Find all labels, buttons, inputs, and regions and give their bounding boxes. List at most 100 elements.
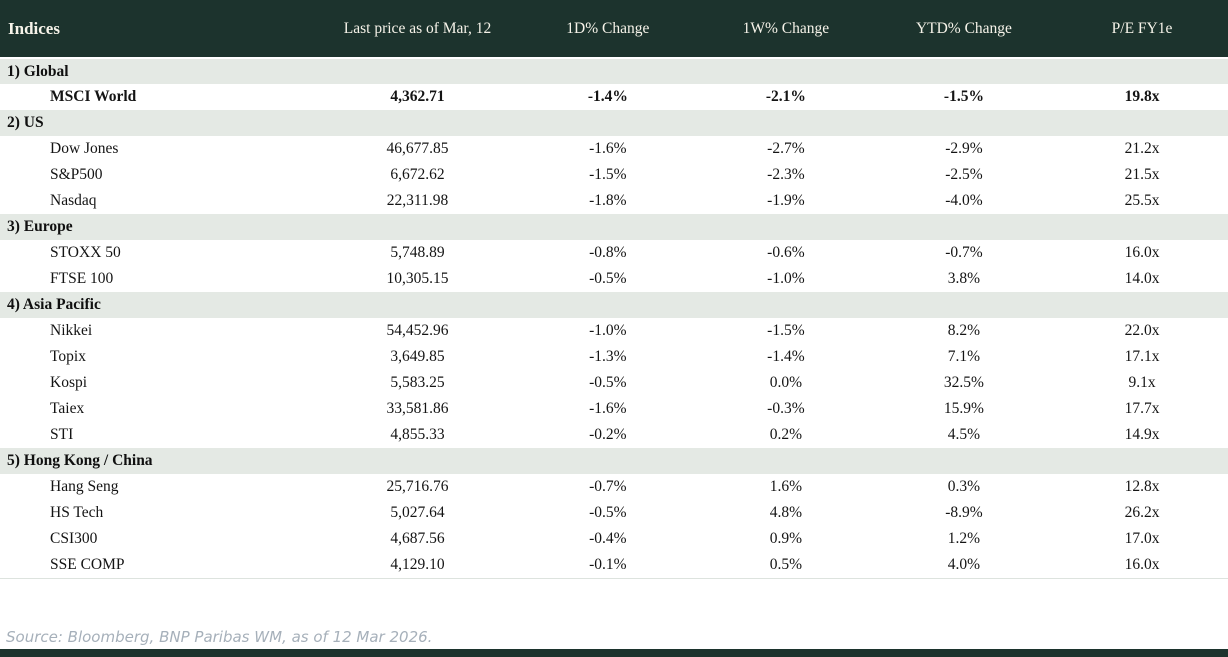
index-name-cell: Nasdaq bbox=[50, 192, 97, 209]
index-name-cell: STI bbox=[50, 426, 74, 443]
bottom-bar bbox=[0, 649, 1228, 657]
pe-cell: 9.1x bbox=[1128, 374, 1156, 391]
last-price-cell: 5,027.64 bbox=[390, 504, 445, 521]
last-price-cell: 22,311.98 bbox=[386, 192, 449, 209]
index-row: Nasdaq 22,311.98 -1.8% -1.9% -4.0% 25.5x bbox=[0, 188, 1228, 214]
1d-change-cell: -0.2% bbox=[589, 426, 627, 443]
col-header-pe-fy1e: P/E FY1e bbox=[1056, 0, 1228, 59]
ytd-change-cell: 4.5% bbox=[947, 426, 981, 443]
index-row: Dow Jones 46,677.85 -1.6% -2.7% -2.9% 21.2x bbox=[0, 136, 1228, 162]
last-price-cell: 46,677.85 bbox=[386, 140, 449, 157]
index-row: STOXX 50 5,748.89 -0.8% -0.6% -0.7% 16.0x bbox=[0, 240, 1228, 266]
1w-change-cell: 4.8% bbox=[769, 504, 803, 521]
1w-change-cell: -1.5% bbox=[767, 322, 805, 339]
section-row: 2) US bbox=[0, 110, 1228, 136]
index-row: MSCI World 4,362.71 -1.4% -2.1% -1.5% 19.8x bbox=[0, 84, 1228, 110]
1d-change-cell: -0.7% bbox=[589, 478, 627, 495]
last-price-cell: 54,452.96 bbox=[386, 322, 449, 339]
1d-change-cell: -0.5% bbox=[589, 374, 627, 391]
index-name-cell: Dow Jones bbox=[50, 140, 119, 157]
1d-change-cell: -1.8% bbox=[589, 192, 627, 209]
last-price-cell: 10,305.15 bbox=[386, 270, 449, 287]
table-header: Indices Last price as of Mar, 12 1D% Cha… bbox=[0, 0, 1228, 59]
last-price-cell: 25,716.76 bbox=[386, 478, 449, 495]
index-row: Taiex 33,581.86 -1.6% -0.3% 15.9% 17.7x bbox=[0, 396, 1228, 422]
index-row: Topix 3,649.85 -1.3% -1.4% 7.1% 17.1x bbox=[0, 344, 1228, 370]
index-name-cell: S&P500 bbox=[50, 166, 103, 183]
index-name-cell: Nikkei bbox=[50, 322, 93, 339]
1d-change-cell: -1.0% bbox=[589, 322, 627, 339]
index-name-cell: Taiex bbox=[50, 400, 85, 417]
indices-table: Indices Last price as of Mar, 12 1D% Cha… bbox=[0, 0, 1228, 579]
1d-change-cell: -1.4% bbox=[587, 88, 628, 105]
source-note: Source: Bloomberg, BNP Paribas WM, as of… bbox=[6, 628, 433, 646]
last-price-cell: 5,583.25 bbox=[390, 374, 445, 391]
section-row: 4) Asia Pacific bbox=[0, 292, 1228, 318]
section-row: 1) Global bbox=[0, 58, 1228, 84]
index-row: Nikkei 54,452.96 -1.0% -1.5% 8.2% 22.0x bbox=[0, 318, 1228, 344]
1d-change-cell: -1.6% bbox=[589, 140, 627, 157]
section-label: 1) Global bbox=[7, 62, 69, 80]
index-name-cell: FTSE 100 bbox=[50, 270, 114, 287]
index-name-cell: MSCI World bbox=[50, 88, 137, 105]
index-row: FTSE 100 10,305.15 -0.5% -1.0% 3.8% 14.0x bbox=[0, 266, 1228, 292]
last-price-cell: 4,362.71 bbox=[390, 88, 445, 105]
section-row: 3) Europe bbox=[0, 214, 1228, 240]
ytd-change-cell: 8.2% bbox=[947, 322, 981, 339]
last-price-cell: 5,748.89 bbox=[390, 244, 445, 261]
col-header-indices: Indices bbox=[0, 0, 320, 59]
pe-cell: 17.1x bbox=[1124, 348, 1160, 365]
col-header-1w-change: 1W% Change bbox=[699, 0, 872, 59]
1w-change-cell: 0.0% bbox=[769, 374, 803, 391]
pe-cell: 12.8x bbox=[1124, 478, 1160, 495]
1d-change-cell: -1.3% bbox=[589, 348, 627, 365]
index-row: S&P500 6,672.62 -1.5% -2.3% -2.5% 21.5x bbox=[0, 162, 1228, 188]
section-label: 2) US bbox=[7, 114, 44, 131]
pe-cell: 16.0x bbox=[1124, 555, 1160, 573]
1w-change-cell: 0.9% bbox=[769, 530, 803, 547]
index-row: HS Tech 5,027.64 -0.5% 4.8% -8.9% 26.2x bbox=[0, 500, 1228, 526]
pe-cell: 21.2x bbox=[1124, 140, 1160, 157]
1d-change-cell: -0.5% bbox=[589, 504, 627, 521]
index-name-cell: CSI300 bbox=[50, 530, 98, 547]
col-header-last-price: Last price as of Mar, 12 bbox=[319, 0, 516, 59]
index-row: Kospi 5,583.25 -0.5% 0.0% 32.5% 9.1x bbox=[0, 370, 1228, 396]
1w-change-cell: 1.6% bbox=[769, 478, 803, 495]
1w-change-cell: -2.3% bbox=[767, 166, 805, 183]
ytd-change-cell: 0.3% bbox=[947, 478, 981, 495]
1w-change-cell: -0.6% bbox=[767, 244, 805, 261]
ytd-change-cell: 32.5% bbox=[943, 374, 984, 391]
index-row: Hang Seng 25,716.76 -0.7% 1.6% 0.3% 12.8x bbox=[0, 474, 1228, 500]
1d-change-cell: -0.4% bbox=[589, 530, 627, 547]
ytd-change-cell: 4.0% bbox=[947, 555, 981, 573]
index-row: STI 4,855.33 -0.2% 0.2% 4.5% 14.9x bbox=[0, 422, 1228, 448]
1w-change-cell: -0.3% bbox=[767, 400, 805, 417]
pe-cell: 16.0x bbox=[1124, 244, 1160, 261]
ytd-change-cell: 15.9% bbox=[943, 400, 984, 417]
1w-change-cell: -1.4% bbox=[767, 348, 805, 365]
section-label: 3) Europe bbox=[7, 218, 73, 235]
index-name-cell: Topix bbox=[50, 348, 86, 365]
1d-change-cell: -1.6% bbox=[589, 400, 627, 417]
pe-cell: 25.5x bbox=[1124, 192, 1160, 209]
index-name-cell: Hang Seng bbox=[50, 478, 119, 495]
ytd-change-cell: -8.9% bbox=[945, 504, 983, 521]
last-price-cell: 3,649.85 bbox=[390, 348, 445, 365]
ytd-change-cell: -2.9% bbox=[945, 140, 983, 157]
pe-cell: 14.0x bbox=[1124, 270, 1160, 287]
ytd-change-cell: -0.7% bbox=[945, 244, 983, 261]
pe-cell: 17.0x bbox=[1124, 530, 1160, 547]
index-name-cell: SSE COMP bbox=[50, 555, 125, 573]
index-name-cell: HS Tech bbox=[50, 504, 104, 521]
last-price-cell: 4,129.10 bbox=[390, 555, 445, 573]
index-name-cell: Kospi bbox=[50, 374, 88, 391]
1d-change-cell: -1.5% bbox=[589, 166, 627, 183]
ytd-change-cell: -1.5% bbox=[943, 88, 984, 105]
table-body: 1) Global MSCI World 4,362.71 -1.4% -2.1% -1.… bbox=[0, 58, 1228, 578]
1d-change-cell: -0.5% bbox=[589, 270, 627, 287]
last-price-cell: 4,855.33 bbox=[390, 426, 445, 443]
ytd-change-cell: -4.0% bbox=[945, 192, 983, 209]
ytd-change-cell: 3.8% bbox=[947, 270, 981, 287]
1w-change-cell: -2.1% bbox=[765, 88, 806, 105]
index-row: SSE COMP 4,129.10 -0.1% 0.5% 4.0% 16.0x bbox=[0, 552, 1228, 578]
